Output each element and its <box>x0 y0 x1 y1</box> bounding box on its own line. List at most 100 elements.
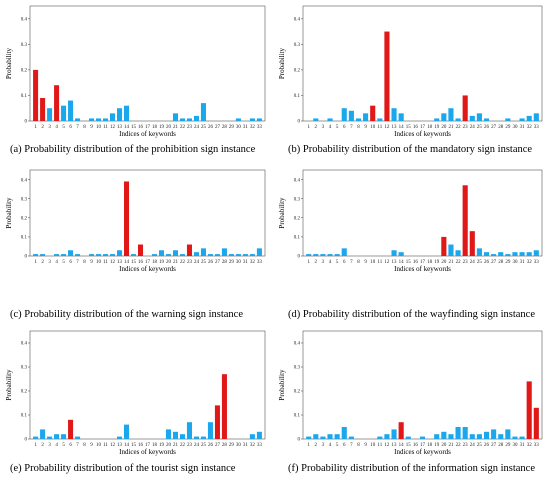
plot-frame <box>302 5 543 122</box>
bar <box>103 118 109 121</box>
x-tick-label: 32 <box>250 443 256 448</box>
bar <box>158 250 165 256</box>
bar <box>455 427 461 439</box>
bar <box>235 118 241 121</box>
x-tick-label: 33 <box>534 125 540 130</box>
bar <box>33 436 39 439</box>
x-tick-label: 4 <box>55 443 58 448</box>
y-tick-label: 0 <box>25 120 28 125</box>
y-tick-label: 0.4 <box>21 178 28 183</box>
x-tick-label: 20 <box>441 125 447 130</box>
x-tick-label: 19 <box>159 125 165 130</box>
x-tick-label: 31 <box>243 443 249 448</box>
x-tick-label: 16 <box>138 125 144 130</box>
x-tick-label: 31 <box>243 125 249 130</box>
bar <box>249 254 255 256</box>
x-tick-label: 18 <box>152 125 158 130</box>
bar <box>221 248 227 256</box>
x-tick-label: 20 <box>441 443 447 448</box>
x-tick-label: 29 <box>229 260 235 265</box>
x-tick-label: 31 <box>520 125 526 130</box>
x-tick-label: 7 <box>76 443 79 448</box>
bar <box>398 113 404 121</box>
y-tick-label: 0 <box>298 438 301 443</box>
panel-caption: (b) Probability distribution of the mand… <box>288 144 532 155</box>
plot-frame <box>302 169 543 257</box>
x-tick-label: 22 <box>180 260 186 265</box>
bar-highlighted <box>186 244 192 256</box>
x-tick-label: 27 <box>215 125 221 130</box>
x-tick-label: 17 <box>420 443 426 448</box>
bar <box>47 436 53 439</box>
bar <box>341 108 347 121</box>
y-tick-label: 0.1 <box>21 94 28 99</box>
bar <box>75 436 81 439</box>
bar <box>89 118 95 121</box>
x-tick-label: 12 <box>110 443 116 448</box>
x-tick-label: 21 <box>173 260 179 265</box>
x-tick-label: 3 <box>48 260 51 265</box>
bar <box>476 113 482 121</box>
y-tick-label: 0.1 <box>21 236 28 241</box>
x-axis-title: Indices of keywords <box>119 130 176 138</box>
x-tick-label: 4 <box>329 125 332 130</box>
x-tick-label: 6 <box>343 260 346 265</box>
bar-highlighted <box>124 181 130 256</box>
bar <box>533 113 539 121</box>
x-tick-label: 22 <box>180 125 186 130</box>
bar <box>117 250 123 256</box>
bar <box>193 436 199 439</box>
x-tick-label: 30 <box>512 260 518 265</box>
panel-caption: (a) Probability distribution of the proh… <box>10 144 256 155</box>
x-tick-label: 7 <box>350 125 353 130</box>
x-tick-label: 11 <box>377 260 382 265</box>
x-tick-label: 28 <box>498 260 504 265</box>
x-tick-label: 5 <box>336 260 339 265</box>
bar <box>96 118 102 121</box>
x-tick-label: 8 <box>357 260 360 265</box>
bar <box>61 434 67 439</box>
x-tick-label: 15 <box>406 443 412 448</box>
x-tick-label: 2 <box>315 125 318 130</box>
bar <box>61 254 67 256</box>
x-tick-label: 29 <box>505 125 511 130</box>
bar <box>327 254 333 256</box>
bar <box>491 254 497 256</box>
y-tick-label: 0.4 <box>294 178 301 183</box>
x-tick-label: 4 <box>329 443 332 448</box>
x-tick-label: 10 <box>370 443 376 448</box>
x-tick-label: 28 <box>222 125 228 130</box>
x-tick-label: 2 <box>41 260 44 265</box>
x-tick-label: 6 <box>343 125 346 130</box>
y-tick-label: 0.3 <box>21 366 28 371</box>
bar <box>441 113 447 121</box>
bar <box>320 436 326 439</box>
y-tick-label: 0.2 <box>294 390 301 395</box>
bar <box>235 254 241 256</box>
x-tick-label: 9 <box>364 125 367 130</box>
x-tick-label: 24 <box>470 443 476 448</box>
y-tick-label: 0.4 <box>21 342 28 347</box>
x-tick-label: 15 <box>131 125 137 130</box>
x-tick-label: 30 <box>512 443 518 448</box>
x-tick-label: 22 <box>180 443 186 448</box>
bar <box>75 254 81 256</box>
bar <box>455 250 461 256</box>
bar <box>512 252 518 256</box>
x-tick-label: 27 <box>491 260 497 265</box>
x-tick-label: 14 <box>124 443 130 448</box>
x-tick-label: 3 <box>322 125 325 130</box>
x-tick-label: 5 <box>336 443 339 448</box>
bar <box>117 108 123 121</box>
x-tick-label: 15 <box>131 260 137 265</box>
x-tick-label: 10 <box>96 260 102 265</box>
y-tick-label: 0.1 <box>294 414 301 419</box>
x-tick-label: 27 <box>215 443 221 448</box>
bar <box>172 113 178 121</box>
bar-highlighted <box>384 31 390 121</box>
y-tick-label: 0.3 <box>21 197 28 202</box>
x-tick-label: 20 <box>441 260 447 265</box>
x-tick-label: 5 <box>336 125 339 130</box>
bar <box>448 434 454 439</box>
x-tick-label: 4 <box>55 125 58 130</box>
